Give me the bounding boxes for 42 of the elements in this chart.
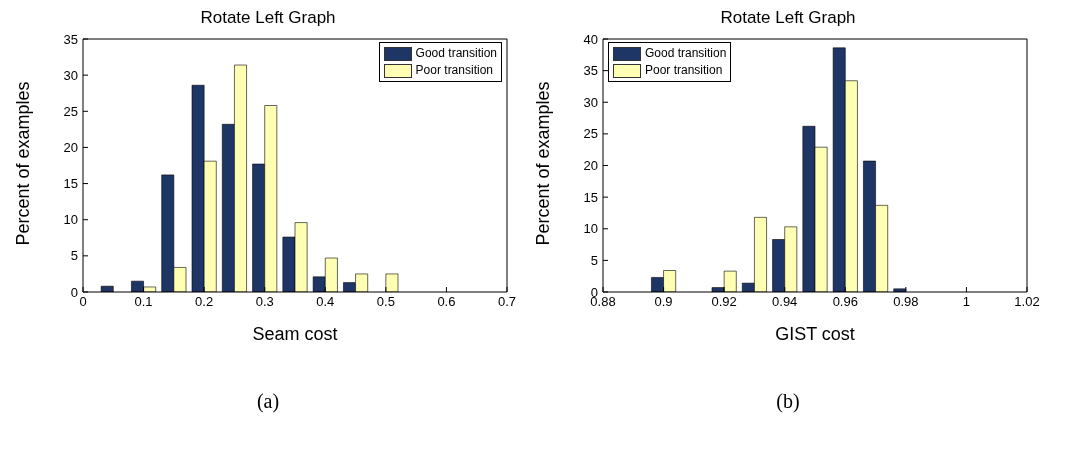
x-tick-label: 0.1 xyxy=(134,294,153,310)
legend-label: Good transition xyxy=(645,45,727,62)
x-axis-title: GIST cost xyxy=(775,324,855,344)
x-tick-label: 0.96 xyxy=(832,294,858,310)
x-tick-label: 1.02 xyxy=(1014,294,1040,310)
y-axis-title: Percent of examples xyxy=(533,81,554,246)
chart-title: Rotate Left Graph xyxy=(719,8,857,29)
y-tick-label: 30 xyxy=(63,67,78,83)
text: (b) xyxy=(775,390,801,413)
y-tick-label: 15 xyxy=(63,176,78,192)
y-tick-label: 5 xyxy=(70,248,78,264)
y-tick-label: 35 xyxy=(583,63,598,79)
y-tick-label: 10 xyxy=(63,212,78,228)
x-tick-label: 0.6 xyxy=(437,294,456,310)
y-axis-title: Percent of examples xyxy=(13,81,34,246)
y-tick-label: 40 xyxy=(583,31,598,47)
y-tick-label: 0 xyxy=(70,284,78,300)
y-tick-label: 20 xyxy=(63,140,78,156)
y-tick-label: 5 xyxy=(590,252,598,268)
y-tick-label: 25 xyxy=(63,103,78,119)
y-tick-label: 35 xyxy=(63,31,78,47)
chart-title: Rotate Left Graph xyxy=(199,8,337,29)
y-tick-label: 30 xyxy=(583,94,598,110)
text: (a) xyxy=(255,390,281,413)
x-tick-label: 1 xyxy=(962,294,971,310)
y-tick-label: 10 xyxy=(583,221,598,237)
legend-label: Poor transition xyxy=(415,62,493,79)
y-tick-label: 25 xyxy=(583,126,598,142)
y-tick-label: 15 xyxy=(583,189,598,205)
x-tick-label: 0.9 xyxy=(654,294,673,310)
x-tick-label: 0.4 xyxy=(316,294,335,310)
x-tick-label: 0.98 xyxy=(893,294,919,310)
x-axis-title: Seam cost xyxy=(252,324,338,344)
x-tick-label: 0.2 xyxy=(195,294,214,310)
y-tick-label: 20 xyxy=(583,158,598,174)
legend-label: Good transition xyxy=(415,45,497,62)
x-tick-label: 0.94 xyxy=(772,294,798,310)
x-tick-label: 0.92 xyxy=(711,294,737,310)
x-tick-label: 0.7 xyxy=(497,294,517,310)
x-tick-label: 0.5 xyxy=(376,294,395,310)
x-tick-label: 0.3 xyxy=(255,294,274,310)
legend-label: Poor transition xyxy=(645,62,723,79)
